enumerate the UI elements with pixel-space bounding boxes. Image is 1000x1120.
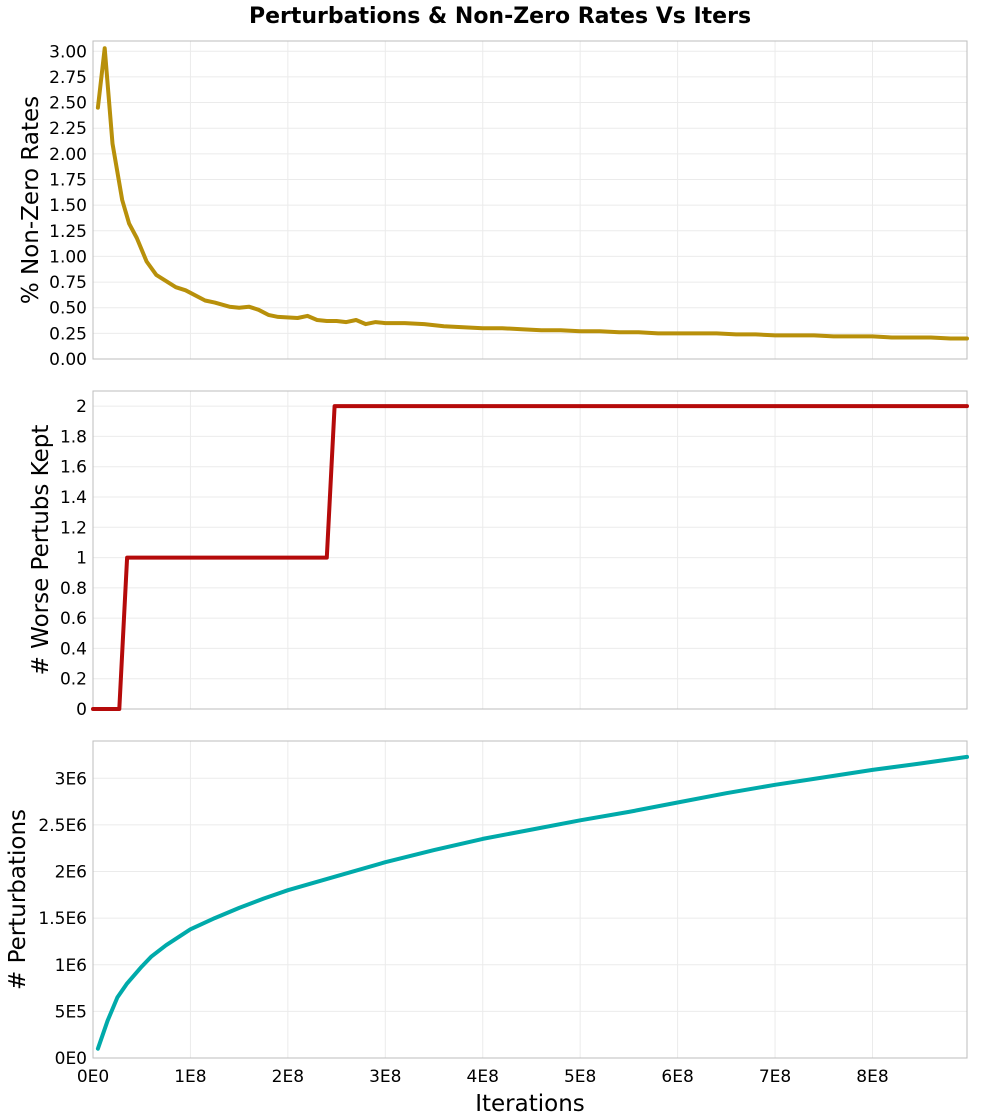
y-tick-label: 0.25 [49, 324, 87, 344]
y-tick-label: 1.75 [49, 170, 87, 190]
y-tick-label: 1.4 [60, 488, 87, 508]
y-tick-label: 0.50 [49, 299, 87, 319]
y-tick-label: 1.2 [60, 518, 87, 538]
y-tick-label: 0.75 [49, 273, 87, 293]
y-axis-label: % Non-Zero Rates [18, 96, 44, 304]
plot-frame [92, 390, 968, 710]
x-tick-label: 5E8 [564, 1067, 596, 1087]
panel-nonzero-rates: 0.00 0.25 0.50 0.75 1.00 1.25 1.50 1.75 2.00 2.25… [18, 40, 969, 370]
y-tick-label: 0.2 [60, 670, 87, 690]
y-tick-label: 1 [76, 549, 87, 569]
y-tick-label: 2.75 [49, 68, 87, 88]
y-tick-label: 3.00 [49, 42, 87, 62]
panel-perturbations: 0E0 5E5 1E6 1.5E6 2E6 2.5E6 3E6 0E0 1E8 2E8 3E8 4E8… [5, 740, 969, 1117]
y-tick-label: 2.25 [49, 119, 87, 139]
x-tick-label: 7E8 [759, 1067, 791, 1087]
y-tick-label: 2 [76, 397, 87, 417]
x-tick-label: 3E8 [369, 1067, 401, 1087]
y-tick-label: 0E0 [55, 1049, 87, 1069]
y-tick-label: 0 [76, 700, 87, 720]
y-tick-label: 3E6 [55, 769, 87, 789]
y-tick-label: 1.25 [49, 222, 87, 242]
y-tick-label: 1.5E6 [38, 909, 87, 929]
series-line [91, 404, 969, 711]
y-tick-label: 1E6 [55, 956, 87, 976]
y-axis-label: # Worse Pertubs Kept [28, 425, 54, 676]
y-tick-label: 5E5 [55, 1002, 87, 1022]
plot-frame [92, 740, 968, 1059]
y-axis-label: # Perturbations [5, 809, 31, 990]
y-tick-label: 0.6 [60, 609, 87, 629]
y-tick-label: 2.00 [49, 145, 87, 165]
y-tick-label: 1.8 [60, 427, 87, 447]
y-tick-label: 0.8 [60, 579, 87, 599]
plot-frame [92, 40, 968, 360]
x-tick-label: 1E8 [174, 1067, 206, 1087]
x-tick-label: 4E8 [467, 1067, 499, 1087]
x-tick-label: 0E0 [77, 1067, 109, 1087]
x-axis-label: Iterations [475, 1091, 585, 1117]
y-tick-label: 1.6 [60, 458, 87, 478]
y-tick-label: 1.00 [49, 247, 87, 267]
x-tick-label: 2E8 [272, 1067, 304, 1087]
x-tick-label: 8E8 [856, 1067, 888, 1087]
x-tick-label: 6E8 [661, 1067, 693, 1087]
y-tick-label: 0.4 [60, 639, 87, 659]
y-tick-label: 2E6 [55, 863, 87, 883]
figure-title: Perturbations & Non-Zero Rates Vs Iters [249, 4, 751, 29]
series-line [95, 46, 969, 341]
y-tick-label: 1.50 [49, 196, 87, 216]
series-line [95, 754, 969, 1051]
y-tick-label: 2.50 [49, 94, 87, 114]
y-tick-label: 0.00 [49, 350, 87, 370]
panel-worse-pertubs-kept: 0 0.2 0.4 0.6 0.8 1 1.2 1.4 1.6 1.8 2 # Worse Pertu… [28, 390, 969, 720]
y-tick-label: 2.5E6 [38, 816, 87, 836]
